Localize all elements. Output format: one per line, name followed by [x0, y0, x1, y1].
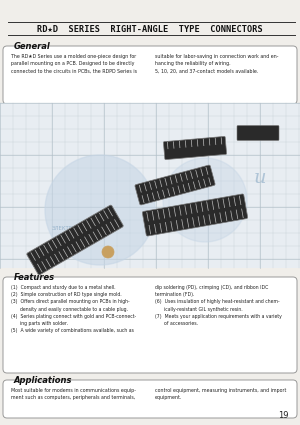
- Text: (1)  Compact and sturdy due to a metal shell.
(2)  Simple construction of RD typ: (1) Compact and sturdy due to a metal sh…: [11, 285, 136, 333]
- Text: General: General: [14, 42, 51, 51]
- Text: suitable for labor-saving in connection work and en-
hancing the reliability of : suitable for labor-saving in connection …: [155, 54, 278, 74]
- FancyBboxPatch shape: [135, 165, 215, 205]
- Circle shape: [45, 155, 155, 265]
- Text: 19: 19: [278, 411, 289, 420]
- FancyBboxPatch shape: [164, 136, 226, 159]
- Text: Most suitable for modems in communications equip-
ment such as computers, periph: Most suitable for modems in communicatio…: [11, 388, 136, 400]
- Text: dip soldering (PD), crimping (CD), and ribbon IDC
termination (FD).
(6)  Uses in: dip soldering (PD), crimping (CD), and r…: [155, 285, 282, 326]
- Text: RD★D  SERIES  RIGHT-ANGLE  TYPE  CONNECTORS: RD★D SERIES RIGHT-ANGLE TYPE CONNECTORS: [37, 25, 263, 34]
- FancyBboxPatch shape: [3, 380, 297, 418]
- Text: Features: Features: [14, 273, 55, 282]
- FancyBboxPatch shape: [27, 205, 123, 275]
- Circle shape: [102, 246, 114, 258]
- FancyBboxPatch shape: [3, 277, 297, 373]
- Text: u: u: [254, 169, 266, 187]
- FancyBboxPatch shape: [237, 125, 279, 141]
- Text: control equipment, measuring instruments, and import
equipment.: control equipment, measuring instruments…: [155, 388, 286, 400]
- FancyBboxPatch shape: [3, 46, 297, 104]
- Text: Applications: Applications: [14, 376, 73, 385]
- Bar: [0, 103, 300, 268]
- FancyBboxPatch shape: [142, 194, 248, 236]
- Circle shape: [163, 158, 247, 242]
- Text: The RD★D Series use a molded one-piece design for
parallel mounting on a PCB. De: The RD★D Series use a molded one-piece d…: [11, 54, 137, 74]
- Text: ЭЛЕКТРОННЫХ: ЭЛЕКТРОННЫХ: [52, 226, 92, 230]
